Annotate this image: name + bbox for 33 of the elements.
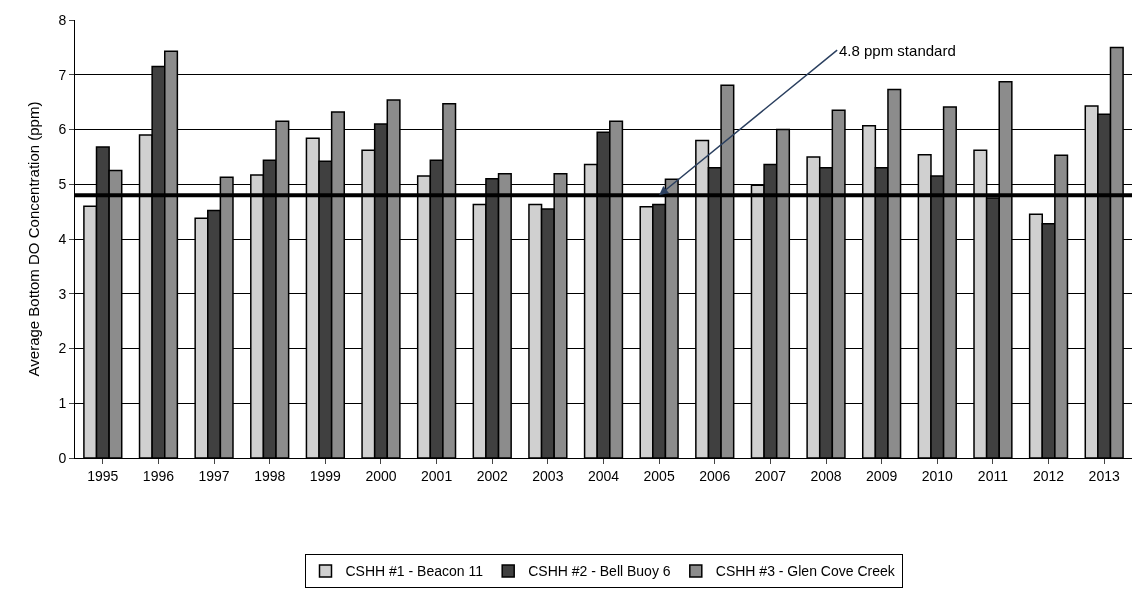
x-tick-label: 1995 <box>87 467 119 484</box>
x-tick-label: 1997 <box>198 467 230 484</box>
ref-line-label: 4.8 ppm standard <box>839 42 956 59</box>
y-tick-label: 5 <box>58 176 67 193</box>
y-axis-title: Average Bottom DO Concentration (ppm) <box>24 101 42 377</box>
x-tick-label: 2008 <box>810 467 842 484</box>
legend-label: CSHH #1 - Beacon 11 <box>345 563 484 580</box>
x-tick-label: 2007 <box>754 467 787 484</box>
y-tick-label: 3 <box>58 285 67 302</box>
y-tick-label: 8 <box>58 11 67 28</box>
x-tick-label: 2004 <box>587 467 620 484</box>
x-tick-label: 2005 <box>643 467 675 484</box>
x-tick-label: 1999 <box>309 467 342 484</box>
x-tick-label: 2002 <box>476 467 509 484</box>
y-tick-label: 0 <box>58 449 67 466</box>
y-tick-label: 1 <box>58 395 67 412</box>
x-tick-label: 1996 <box>142 467 175 484</box>
x-tick-label: 2013 <box>1088 467 1120 484</box>
x-tick-label: 2010 <box>921 467 954 484</box>
y-tick-label: 4 <box>58 230 67 247</box>
legend-label: CSHH #2 - Bell Buoy 6 <box>528 563 671 580</box>
y-tick-label: 2 <box>58 340 67 357</box>
y-tick-label: 7 <box>58 66 67 83</box>
y-tick-label: 6 <box>58 121 67 138</box>
x-tick-label: 2009 <box>866 467 898 484</box>
x-tick-label: 2000 <box>365 467 397 484</box>
x-tick-label: 2006 <box>699 467 731 484</box>
x-tick-label: 2003 <box>532 467 564 484</box>
x-tick-label: 2001 <box>421 467 453 484</box>
legend-label: CSHH #3 - Glen Cove Creek <box>715 563 896 580</box>
x-tick-label: 2012 <box>1032 467 1065 484</box>
x-tick-label: 2011 <box>977 467 1009 484</box>
x-tick-label: 1998 <box>254 467 286 484</box>
